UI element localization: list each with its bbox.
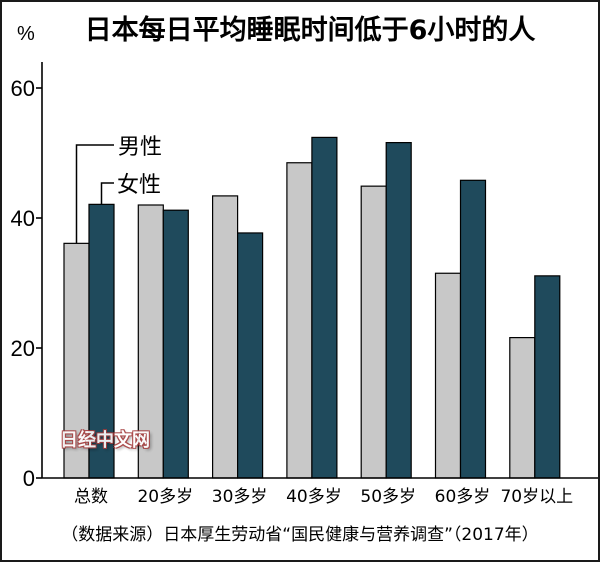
bar-series-2-cat-2 <box>162 209 189 479</box>
bar-series-2-cat-7 <box>534 275 561 479</box>
watermark: 日经中文网 <box>60 430 150 451</box>
legend: 男性 女性 <box>75 135 162 244</box>
legend-leader-female <box>100 182 114 205</box>
y-tick-label: 60 <box>11 76 35 101</box>
bar-series-1-cat-1 <box>63 242 90 479</box>
legend-label-female: 女性 <box>117 173 161 198</box>
bar-series-2-cat-3 <box>237 232 264 479</box>
legend-label-male: 男性 <box>118 135 162 160</box>
bar-series-1-cat-5 <box>360 185 387 479</box>
y-tick-label: 0 <box>23 466 35 491</box>
legend-leader-male <box>75 144 114 244</box>
bar-series-1-cat-4 <box>286 162 313 479</box>
source-note: （数据来源）日本厚生劳动省“国民健康与营养调查”（2017年） <box>61 525 539 545</box>
x-tick-label: 60多岁 <box>435 487 491 507</box>
y-axis-unit-label: % <box>17 23 35 45</box>
x-tick-label: 20多岁 <box>137 487 193 507</box>
x-tick-labels: 总数 20多岁 30多岁 40多岁 50多岁 60多岁 70岁以上 <box>74 487 573 507</box>
bar-series-2-cat-4 <box>311 136 338 479</box>
axes <box>36 62 598 479</box>
x-tick-label: 50多岁 <box>360 487 416 507</box>
y-tick-label: 20 <box>11 336 35 361</box>
bar-series-2-cat-5 <box>385 142 412 479</box>
x-tick-label: 40多岁 <box>286 487 342 507</box>
bar-series-2-cat-1 <box>88 203 115 479</box>
y-tick-label: 40 <box>11 206 35 231</box>
bar-series-2-cat-6 <box>459 179 487 479</box>
chart-title: 日本每日平均睡眠时间低于6小时的人 <box>84 15 536 46</box>
y-tick-labels: 0 20 40 60 <box>11 76 35 491</box>
bar-series-1-cat-7 <box>509 337 536 479</box>
x-tick-label: 70岁以上 <box>500 487 573 507</box>
bar-series-1-cat-3 <box>212 195 239 479</box>
bar-series-1-cat-6 <box>434 272 462 479</box>
x-tick-label: 30多岁 <box>212 487 268 507</box>
x-tick-label: 总数 <box>74 487 108 507</box>
bar-group <box>63 136 561 479</box>
